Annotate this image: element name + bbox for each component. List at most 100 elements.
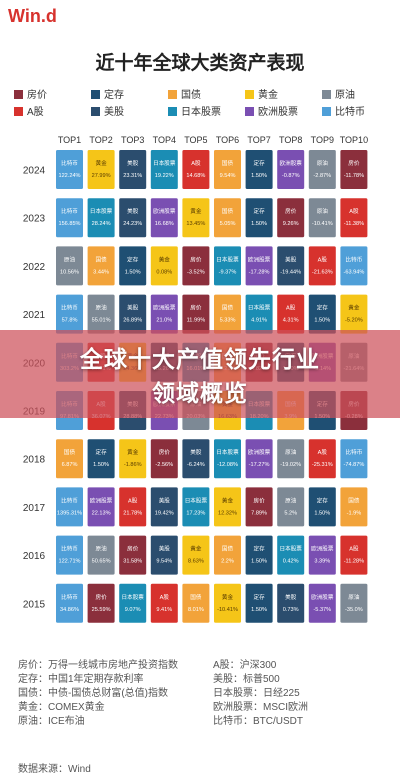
- asset-cell: [308, 487, 336, 527]
- asset-cell: [182, 439, 210, 479]
- column-header: TOP10: [340, 135, 368, 145]
- cell-return-value: 0.73%: [283, 607, 299, 613]
- cell-asset-label: 比特币: [61, 593, 78, 601]
- cell-asset-label: 房价: [95, 593, 107, 601]
- cell-asset-label: 国债: [95, 255, 107, 263]
- cell-return-value: 31.58%: [123, 559, 142, 565]
- cell-return-value: 122.71%: [58, 559, 80, 565]
- cell-return-value: 6.87%: [62, 462, 78, 468]
- cell-asset-label: 定存: [95, 448, 107, 456]
- row-year-label: 2024: [23, 166, 46, 177]
- asset-cell: [56, 246, 83, 286]
- cell-return-value: 5.05%: [220, 221, 236, 227]
- column-header: TOP1: [58, 135, 81, 145]
- cell-return-value: 26.89%: [123, 318, 142, 324]
- cell-return-value: 9.41%: [156, 607, 172, 613]
- cell-return-value: 34.86%: [60, 607, 79, 613]
- cell-return-value: -19.02%: [280, 462, 301, 468]
- cell-return-value: 8.01%: [188, 607, 204, 613]
- asset-cell: [308, 246, 336, 286]
- cell-asset-label: 房价: [127, 545, 139, 553]
- banner-line-2: 领域概览: [152, 380, 248, 406]
- legend-item: 美股: [91, 103, 124, 118]
- asset-cell: [308, 439, 336, 479]
- cell-return-value: 10.56%: [60, 269, 79, 275]
- asset-cell: [87, 150, 115, 189]
- asset-cell: [308, 150, 336, 189]
- asset-cell: [308, 583, 336, 623]
- cell-asset-label: 原油: [285, 496, 297, 504]
- cell-return-value: 16.68%: [155, 221, 174, 227]
- legend-swatch: [168, 107, 177, 116]
- asset-cell: [87, 439, 115, 479]
- cell-return-value: -11.38%: [344, 221, 364, 227]
- asset-cell: [245, 150, 273, 189]
- cell-return-value: 50.65%: [92, 559, 111, 565]
- asset-cell: [340, 198, 368, 238]
- legend-label: 欧洲股票: [258, 107, 298, 118]
- legend-label: 国债: [181, 90, 201, 101]
- cell-return-value: -12.08%: [217, 462, 238, 468]
- asset-cell: [119, 487, 147, 527]
- headline-banner: 全球十大产值领先行业 领域概览: [0, 330, 400, 418]
- cell-return-value: 57.8%: [62, 318, 78, 324]
- asset-cell: [277, 198, 305, 238]
- asset-cell: [87, 487, 115, 527]
- cell-return-value: 21.0%: [156, 318, 172, 324]
- cell-asset-label: 原油: [317, 159, 329, 167]
- cell-asset-label: A股: [318, 256, 328, 263]
- legend-item: 国债: [168, 86, 201, 101]
- cell-asset-label: 比特币: [61, 304, 78, 312]
- legend-item: 日本股票: [168, 103, 221, 118]
- legend-swatch: [91, 107, 100, 116]
- cell-asset-label: 定存: [317, 304, 329, 312]
- cell-return-value: 8.63%: [188, 559, 204, 565]
- cell-return-value: 19.22%: [155, 173, 174, 179]
- cell-asset-label: 美股: [127, 304, 139, 312]
- cell-return-value: 9.07%: [125, 607, 141, 613]
- asset-cell: [277, 583, 305, 623]
- cell-return-value: -11.28%: [344, 559, 364, 565]
- cell-asset-label: 黄金: [190, 545, 202, 553]
- cell-asset-label: 比特币: [346, 448, 363, 456]
- column-header: TOP7: [247, 135, 270, 145]
- cell-asset-label: 黄金: [127, 448, 139, 456]
- footnote-line: 比特币：BTC/USDT: [213, 716, 303, 727]
- cell-return-value: 28.24%: [92, 221, 111, 227]
- row-year-label: 2017: [23, 503, 46, 514]
- cell-asset-label: 比特币: [61, 207, 78, 215]
- cell-asset-label: 欧洲股票: [153, 207, 176, 215]
- cell-return-value: 7.89%: [251, 510, 267, 516]
- cell-return-value: 1.50%: [314, 318, 330, 324]
- cell-return-value: -74.87%: [343, 462, 364, 468]
- asset-cell: [182, 294, 210, 334]
- cell-return-value: 4.31%: [283, 318, 299, 324]
- cell-asset-label: 原油: [95, 545, 107, 553]
- legend-item: A股: [14, 103, 44, 118]
- legend-item: 原油: [322, 86, 355, 101]
- cell-return-value: 2.2%: [221, 559, 234, 565]
- legend-item: 定存: [91, 86, 124, 101]
- footnote-line: 黄金：COMEX黄金: [18, 702, 105, 713]
- asset-cell: [340, 487, 368, 527]
- asset-cell: [340, 150, 368, 189]
- cell-return-value: 25.59%: [92, 607, 111, 613]
- cell-asset-label: 美股: [285, 255, 297, 263]
- cell-asset-label: 欧洲股票: [90, 496, 113, 504]
- asset-cell: [87, 246, 115, 286]
- cell-asset-label: A股: [191, 160, 201, 167]
- cell-return-value: -2.56%: [155, 462, 173, 468]
- asset-cell: [56, 150, 83, 189]
- cell-return-value: 19.42%: [155, 510, 174, 516]
- footnote-line: 日本股票：日经225: [213, 688, 300, 699]
- cell-asset-label: 国债: [222, 304, 234, 312]
- cell-asset-label: 欧洲股票: [311, 593, 334, 601]
- cell-return-value: 1.50%: [251, 559, 267, 565]
- cell-asset-label: 日本股票: [248, 304, 271, 312]
- asset-cell: [182, 535, 210, 575]
- asset-cell: [214, 294, 241, 334]
- asset-cell: [87, 535, 115, 575]
- cell-asset-label: 日本股票: [90, 207, 113, 215]
- asset-cell: [150, 487, 178, 527]
- cell-return-value: -5.20%: [345, 318, 363, 324]
